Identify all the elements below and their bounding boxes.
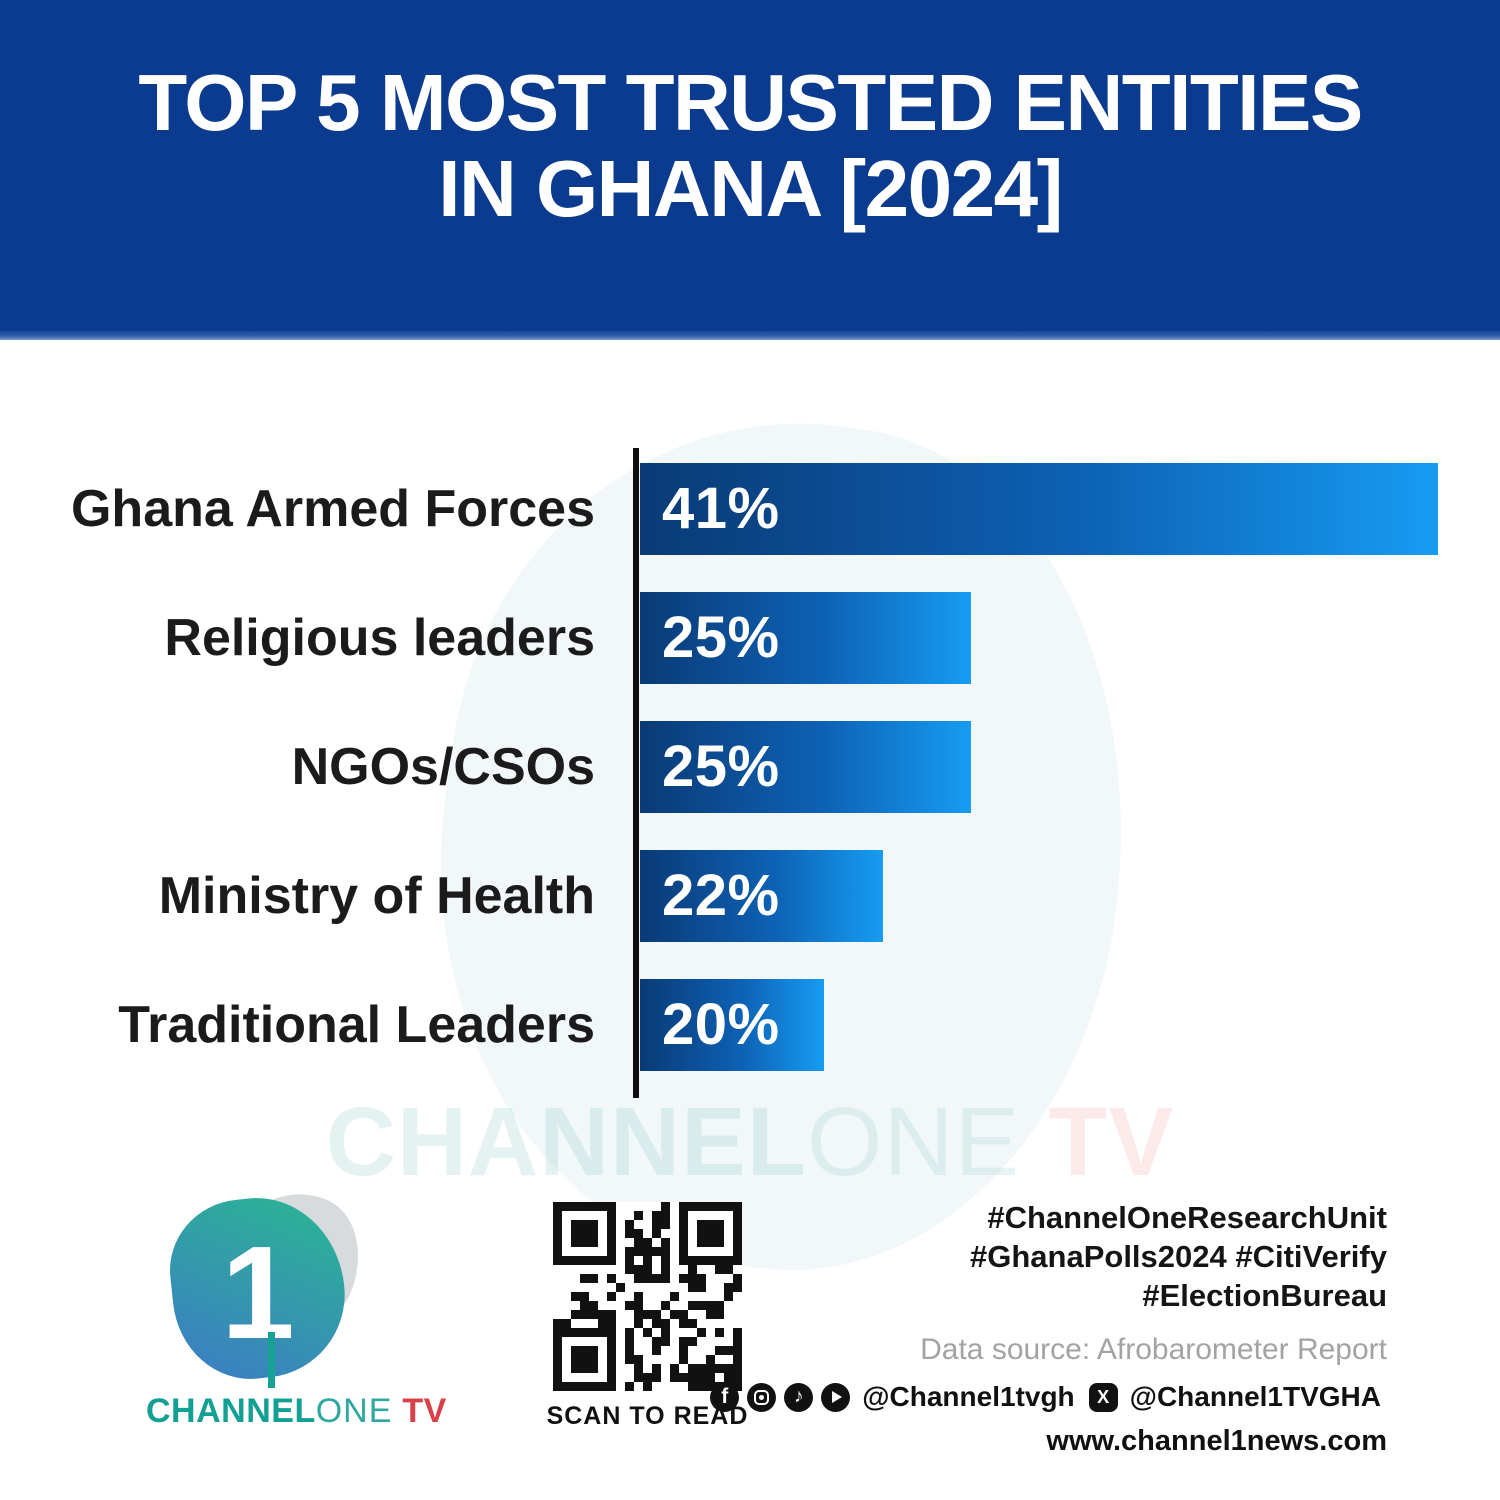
category-label: Ministry of Health (158, 867, 595, 925)
value-label: 22% (662, 863, 780, 928)
header-banner: TOP 5 MOST TRUSTED ENTITIES IN GHANA [20… (0, 0, 1500, 340)
hashtag-line-1: #ChannelOneResearchUnit (987, 1200, 1387, 1235)
bar: 25% (640, 721, 971, 813)
bar: 25% (640, 592, 971, 684)
logo-numeral-1: 1 (221, 1219, 295, 1366)
wordmark-tv: TV (392, 1392, 447, 1430)
tiktok-icon: ♪ (784, 1382, 814, 1412)
header-bottom-strip (0, 331, 1500, 340)
website-url: www.channel1news.com (1046, 1425, 1387, 1457)
x-twitter-icon: X (1088, 1382, 1118, 1412)
page-title-line2: IN GHANA [2024] (438, 143, 1063, 233)
watermark-channel: CHANNEL (325, 1087, 808, 1196)
channel-one-tv-wordmark: CHANNELONE TV (146, 1392, 447, 1431)
value-label: 20% (662, 992, 780, 1057)
facebook-icon: f (710, 1382, 740, 1412)
watermark-tv: TV (1020, 1087, 1175, 1196)
category-label: Traditional Leaders (118, 996, 595, 1054)
category-label: NGOs/CSOs (291, 738, 595, 796)
chart-row: Religious leaders 25% (0, 592, 1500, 684)
social-handle-main: @Channel1tvgh (862, 1381, 1075, 1412)
bar: 22% (640, 850, 883, 942)
qr-code (553, 1202, 742, 1391)
page-title-line1: TOP 5 MOST TRUSTED ENTITIES (138, 58, 1363, 147)
hashtag-line-2: #GhanaPolls2024 #CitiVerify (970, 1239, 1387, 1274)
chart-row: Ghana Armed Forces 41% (0, 463, 1500, 555)
chart-axis-line (633, 448, 639, 1098)
category-label: Religious leaders (164, 609, 595, 667)
instagram-icon (747, 1382, 777, 1412)
wordmark-channel: CHANNEL (146, 1392, 316, 1430)
channelone-tv-text-watermark: CHANNELONE TV (0, 1086, 1500, 1198)
bar: 41% (640, 463, 1438, 555)
watermark-one: ONE (807, 1087, 1021, 1196)
value-label: 41% (662, 476, 780, 541)
chart-row: NGOs/CSOs 25% (0, 721, 1500, 813)
social-row: f ♪ @Channel1tvgh X @Channel1TVGHA (710, 1381, 1387, 1413)
category-label: Ghana Armed Forces (70, 480, 595, 538)
logo-numeral-tail (268, 1332, 275, 1388)
value-label: 25% (662, 605, 780, 670)
chart-row: Traditional Leaders 20% (0, 979, 1500, 1071)
value-label: 25% (662, 734, 780, 799)
data-source-note: Data source: Afrobarometer Report (920, 1333, 1387, 1366)
youtube-icon (821, 1382, 851, 1412)
bar: 20% (640, 979, 824, 1071)
hashtag-line-3: #ElectionBureau (1142, 1278, 1387, 1313)
social-handle-x: @Channel1TVGHA (1129, 1381, 1381, 1412)
wordmark-one: ONE (315, 1392, 393, 1430)
chart-row: Ministry of Health 22% (0, 850, 1500, 942)
footer-right-column: #ChannelOneResearchUnit #GhanaPolls2024 … (710, 1198, 1387, 1458)
